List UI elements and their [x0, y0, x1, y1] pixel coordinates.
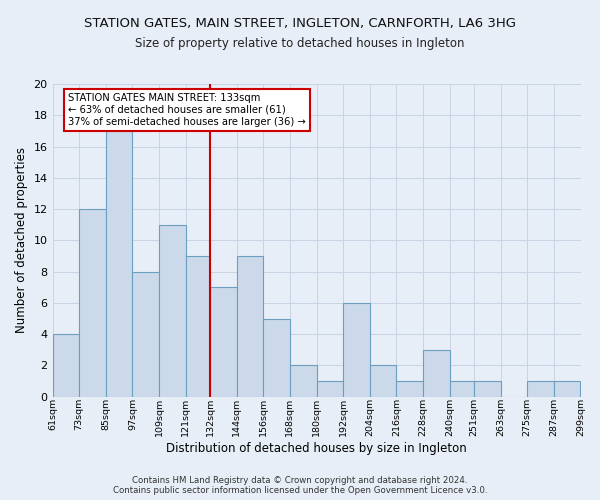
Bar [79, 209, 106, 396]
Bar [317, 381, 343, 396]
Bar [554, 381, 580, 396]
Bar [53, 334, 79, 396]
Bar [290, 366, 317, 396]
Bar [159, 224, 185, 396]
Bar [106, 131, 133, 396]
Bar [423, 350, 449, 397]
Bar [133, 272, 159, 396]
Text: STATION GATES, MAIN STREET, INGLETON, CARNFORTH, LA6 3HG: STATION GATES, MAIN STREET, INGLETON, CA… [84, 18, 516, 30]
Bar [236, 256, 263, 396]
Y-axis label: Number of detached properties: Number of detached properties [15, 148, 28, 334]
Text: Contains public sector information licensed under the Open Government Licence v3: Contains public sector information licen… [113, 486, 487, 495]
Bar [370, 366, 397, 396]
Bar [474, 381, 500, 396]
Bar [397, 381, 423, 396]
Bar [263, 318, 290, 396]
Bar [210, 287, 236, 397]
Text: Size of property relative to detached houses in Ingleton: Size of property relative to detached ho… [135, 38, 465, 51]
Bar [343, 303, 370, 396]
Bar [527, 381, 554, 396]
Bar [185, 256, 210, 396]
Bar [449, 381, 474, 396]
X-axis label: Distribution of detached houses by size in Ingleton: Distribution of detached houses by size … [166, 442, 467, 455]
Text: Contains HM Land Registry data © Crown copyright and database right 2024.: Contains HM Land Registry data © Crown c… [132, 476, 468, 485]
Text: STATION GATES MAIN STREET: 133sqm
← 63% of detached houses are smaller (61)
37% : STATION GATES MAIN STREET: 133sqm ← 63% … [68, 94, 306, 126]
